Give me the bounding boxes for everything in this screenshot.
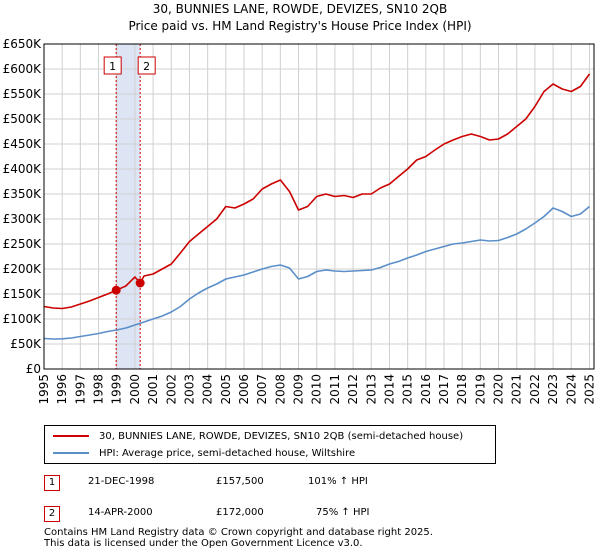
x-tick-label: 2010	[310, 374, 324, 405]
chart-title: 30, BUNNIES LANE, ROWDE, DEVIZES, SN10 2…	[152, 2, 448, 16]
x-tick-label: 2013	[364, 374, 378, 405]
x-tick-label: 2000	[128, 374, 142, 405]
sale-row-2: 2 14-APR-2000 £172,000 75% ↑ HPI	[44, 506, 564, 524]
x-tick-label: 1996	[55, 374, 69, 405]
y-tick-label: £650K	[3, 37, 43, 51]
plot-frame	[43, 43, 595, 370]
sale-row-1: 1 21-DEC-1998 £157,500 101% ↑ HPI	[44, 475, 564, 493]
y-tick-label: £150K	[3, 287, 43, 301]
y-tick-label: £450K	[3, 137, 43, 151]
x-tick-label: 2011	[328, 374, 342, 405]
x-tick-label: 1998	[92, 374, 106, 405]
legend-label-price: 30, BUNNIES LANE, ROWDE, DEVIZES, SN10 2…	[99, 430, 464, 442]
sale-marker-label-1: 1	[109, 60, 116, 73]
sale-point-1	[111, 285, 121, 295]
y-tick-label: £100K	[3, 312, 43, 326]
x-tick-label: 2021	[510, 374, 524, 405]
sale-hpi-2: 75% ↑ HPI	[316, 507, 370, 518]
x-tick-label: 2004	[201, 374, 215, 405]
x-tick-label: 2007	[255, 374, 269, 405]
x-tick-label: 2016	[419, 374, 433, 405]
y-tick-label: £50K	[10, 337, 42, 351]
x-tick-label: 2025	[582, 374, 596, 405]
y-tick-label: £550K	[3, 87, 43, 101]
sale-point-2	[135, 278, 145, 288]
x-tick-label: 2001	[146, 374, 160, 405]
footer-copyright: Contains HM Land Registry data © Crown c…	[44, 527, 433, 538]
x-tick-label: 2018	[455, 374, 469, 405]
price-series-line	[43, 73, 591, 310]
sale-badge-1: 1	[44, 475, 60, 491]
y-tick-label: £600K	[3, 62, 43, 76]
x-tick-label: 2017	[437, 374, 451, 405]
sale-period-band	[116, 44, 141, 369]
chart-subtitle: Price paid vs. HM Land Registry's House …	[128, 19, 472, 33]
sale-marker-label-2: 2	[143, 60, 150, 73]
sale-date-2: 14-APR-2000	[88, 507, 153, 518]
sale-marker-box-2	[137, 56, 156, 75]
x-tick-label: 2014	[382, 374, 396, 405]
x-tick-label: 2024	[564, 374, 578, 405]
sale-price-1: £157,500	[216, 476, 264, 487]
x-tick-label: 1997	[73, 374, 87, 405]
x-tick-label: 2012	[346, 374, 360, 405]
x-tick-label: 2009	[292, 374, 306, 405]
x-tick-label: 2015	[401, 374, 415, 405]
x-tick-label: 2019	[473, 374, 487, 405]
y-tick-label: £400K	[3, 162, 43, 176]
legend-swatch-price	[53, 435, 89, 437]
x-tick-label: 2022	[528, 374, 542, 405]
sale-hpi-1: 101% ↑ HPI	[308, 476, 368, 487]
x-tick-label: 2020	[492, 374, 506, 405]
x-tick-label: 2005	[219, 374, 233, 405]
sale-date-1: 21-DEC-1998	[88, 476, 155, 487]
price-chart: £0 £50K £100K £150K £200K £250K £300K £350K £400…	[3, 37, 597, 405]
legend-swatch-hpi	[53, 452, 89, 454]
x-tick-label: 2003	[182, 374, 196, 405]
x-tick-label: 1999	[110, 374, 124, 405]
x-tick-label: 2008	[273, 374, 287, 405]
footer: Contains HM Land Registry data © Crown c…	[44, 527, 433, 549]
x-tick-label: 2023	[546, 374, 560, 405]
y-tick-label: £250K	[3, 237, 43, 251]
y-tick-label: £500K	[3, 112, 43, 126]
sale-marker-box-1	[103, 56, 122, 75]
x-tick-label: 2006	[237, 374, 251, 405]
x-tick-label: 2002	[164, 374, 178, 405]
sale-price-2: £172,000	[216, 507, 264, 518]
y-tick-label: £300K	[3, 212, 43, 226]
legend-item-price: 30, BUNNIES LANE, ROWDE, DEVIZES, SN10 2…	[53, 428, 463, 444]
legend-label-hpi: HPI: Average price, semi-detached house,…	[99, 447, 356, 459]
y-tick-label: £350K	[3, 187, 43, 201]
y-tick-label: £0	[26, 362, 41, 376]
y-tick-label: £200K	[3, 262, 43, 276]
footer-licence: This data is licensed under the Open Gov…	[44, 538, 363, 549]
sale-badge-2: 2	[44, 506, 60, 522]
legend-item-hpi: HPI: Average price, semi-detached house,…	[53, 445, 355, 461]
legend: 30, BUNNIES LANE, ROWDE, DEVIZES, SN10 2…	[44, 425, 496, 464]
hpi-series-line	[43, 205, 591, 340]
x-tick-label: 1995	[37, 374, 51, 405]
